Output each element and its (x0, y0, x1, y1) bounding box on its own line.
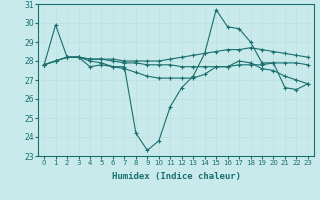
X-axis label: Humidex (Indice chaleur): Humidex (Indice chaleur) (111, 172, 241, 181)
